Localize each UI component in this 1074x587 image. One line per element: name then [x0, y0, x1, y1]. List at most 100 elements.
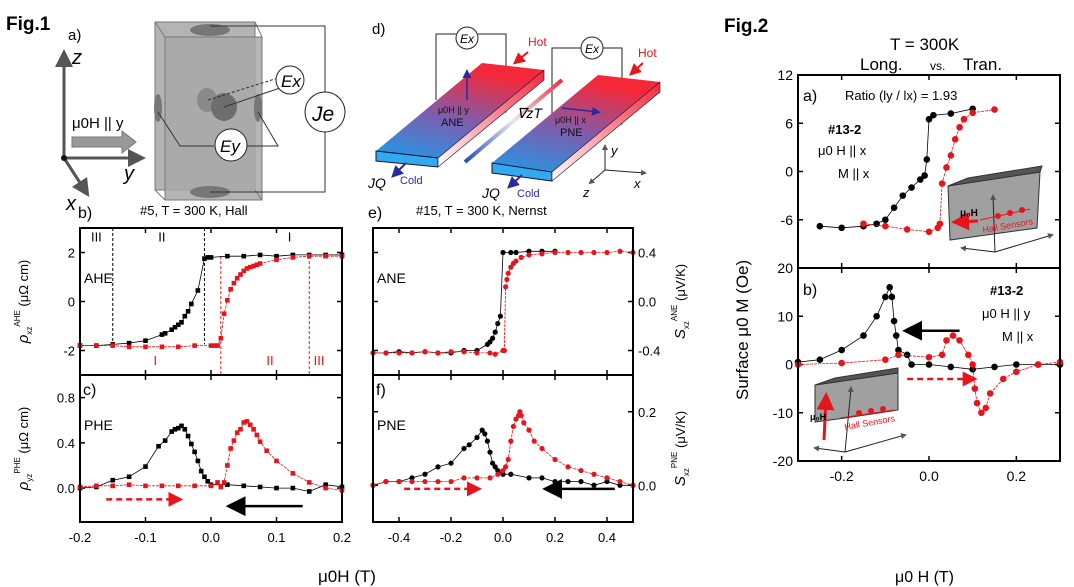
data-point	[448, 349, 454, 355]
temperature-gradient-arrow	[463, 78, 564, 164]
data-point	[505, 456, 511, 463]
data-point	[306, 253, 312, 259]
data-point	[518, 254, 524, 260]
panel-b-label: b)	[78, 205, 92, 222]
data-point	[290, 471, 296, 476]
data-point	[218, 484, 224, 490]
data-point	[474, 475, 480, 481]
data-point	[565, 478, 571, 485]
data-point	[531, 438, 537, 444]
d-x-axis-label: x	[633, 176, 641, 191]
data-point	[225, 482, 230, 487]
data-point	[508, 264, 514, 270]
data-point	[617, 248, 623, 254]
data-point	[290, 485, 296, 491]
data-point	[241, 268, 247, 274]
data-point	[956, 123, 963, 131]
fig2a-sample: #13-2	[828, 122, 861, 137]
fig2a-mag: M || x	[838, 166, 870, 181]
data-point	[982, 404, 990, 412]
data-point	[234, 430, 240, 435]
data-point	[892, 332, 900, 339]
gradient-label: ∇zT	[517, 105, 543, 121]
x-tick-label: -0.1	[134, 530, 156, 545]
data-point	[198, 468, 204, 474]
x-tick-label: -0.4	[388, 530, 410, 545]
data-point	[143, 338, 148, 343]
panel-e-title: #15, T = 300 K, Nernst	[416, 203, 547, 218]
data-point	[938, 351, 946, 359]
data-point	[838, 359, 845, 367]
data-point	[172, 426, 178, 432]
y-tick-label: 10	[777, 308, 793, 324]
jq-label-left: JQ	[367, 175, 386, 191]
data-point	[323, 485, 328, 491]
inset-a-field: μ₀H	[960, 208, 978, 219]
region-label: II	[158, 229, 165, 244]
data-point	[306, 489, 312, 494]
data-point	[221, 311, 227, 317]
data-point	[513, 258, 519, 264]
plot-frame	[372, 374, 634, 523]
data-point	[930, 111, 937, 119]
data-point	[159, 344, 165, 350]
x-tick-label: 0.0	[202, 530, 220, 545]
panel-a-diagram: a) Ex Ey Je z y x μ0H || y	[55, 21, 346, 215]
field-arrow-icon	[71, 129, 137, 155]
data-point	[578, 467, 584, 474]
x-axis-arrow	[62, 157, 90, 198]
fig2b-mag: M || x	[1002, 329, 1034, 344]
region-label: I	[288, 229, 292, 244]
data-point	[94, 483, 99, 489]
ane-label: ANE	[441, 117, 464, 129]
top-contact	[190, 24, 230, 36]
data-point	[162, 331, 168, 336]
data-point	[172, 324, 178, 330]
data-point	[175, 344, 181, 350]
ey-label: Ey	[220, 137, 241, 156]
data-point	[513, 249, 519, 256]
data-point	[936, 220, 944, 228]
y-tick-label: 0.2	[638, 405, 656, 420]
data-point	[228, 446, 233, 451]
data-point	[565, 464, 571, 470]
je-label: Je	[311, 103, 334, 126]
data-point	[169, 327, 174, 332]
data-point	[991, 363, 998, 371]
y-axis-title: SxzANE (μV/K)	[670, 264, 691, 339]
d-y-axis-label: y	[610, 143, 619, 158]
data-point	[238, 272, 243, 277]
data-point	[94, 343, 99, 348]
data-point	[306, 480, 312, 485]
data-point	[435, 350, 441, 356]
cold-label-left: Cold	[400, 175, 423, 187]
data-point	[495, 320, 501, 327]
data-point	[916, 176, 924, 183]
panel-d-diagram: d) Ex Ex Hot Hot μ0H || y ANE μ0H || x P…	[367, 21, 661, 201]
y-tick-label: 0	[785, 164, 793, 180]
data-point	[195, 458, 201, 464]
inset-b-field: μ₀H	[810, 412, 826, 422]
data-point	[921, 172, 928, 179]
data-point	[126, 482, 132, 487]
y-axis-label: y	[122, 163, 135, 185]
data-point	[162, 438, 168, 443]
data-point	[257, 484, 263, 490]
effect-label: AHE	[84, 270, 113, 286]
data-point	[973, 399, 981, 407]
x-tick-label: 0.1	[267, 530, 285, 545]
data-point	[189, 441, 194, 447]
y-tick-label: 12	[777, 67, 793, 83]
series-line-down	[797, 286, 1060, 370]
y-tick-label: 0.0	[57, 481, 75, 496]
data-point	[474, 434, 480, 441]
data-point	[461, 475, 467, 481]
series-line-down	[373, 250, 555, 354]
data-point	[604, 475, 610, 481]
x-tick-label: 0.0	[919, 468, 939, 484]
data-point	[903, 351, 911, 359]
y-tick-label: 0	[785, 357, 793, 373]
effect-label: PHE	[84, 417, 113, 433]
data-point	[244, 419, 250, 424]
data-point	[500, 471, 506, 477]
